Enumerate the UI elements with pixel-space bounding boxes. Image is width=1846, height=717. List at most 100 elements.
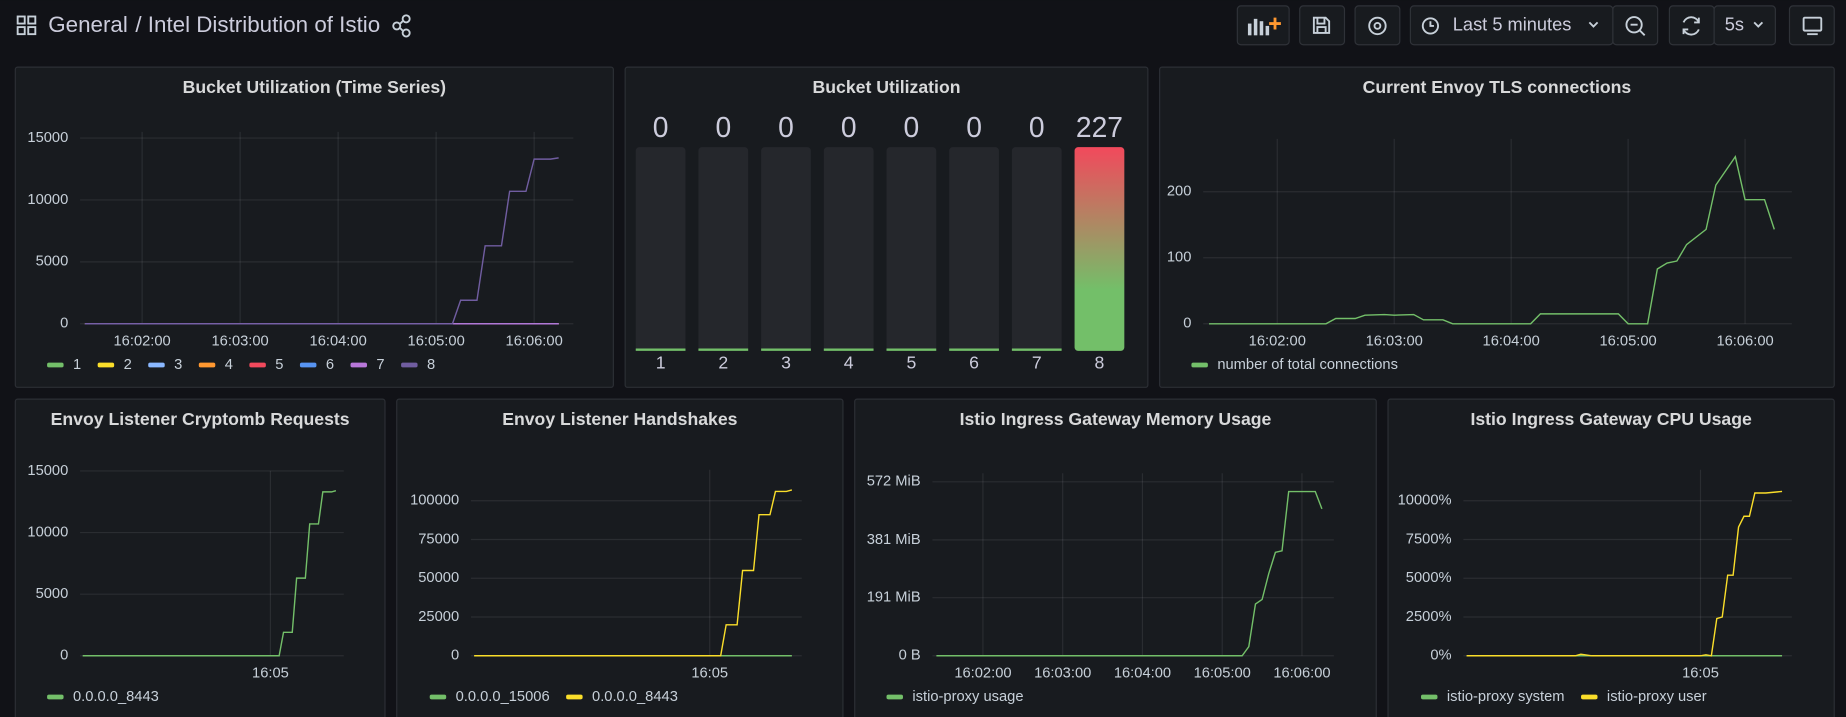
x-tick-label: 16:05 — [691, 665, 728, 681]
x-tick-label: 16:05 — [252, 665, 289, 681]
category-label: 5 — [906, 352, 916, 372]
legend-swatch — [886, 694, 903, 700]
value-label: 0 — [715, 111, 731, 143]
x-tick-label: 16:06:00 — [506, 333, 563, 349]
y-tick-label: 200 — [1167, 184, 1192, 200]
y-tick-label: 15000 — [27, 130, 68, 146]
y-tick-label: 50000 — [418, 570, 459, 586]
bar-background — [698, 147, 749, 351]
legend-label: 0.0.0.0_15006 — [456, 689, 550, 705]
legend-swatch — [47, 362, 64, 368]
value-label: 0 — [966, 111, 982, 143]
legend-swatch — [299, 362, 317, 368]
legend-label: 0.0.0.0_8443 — [73, 689, 159, 705]
legend-swatch — [198, 362, 216, 368]
series-line — [474, 489, 793, 657]
legend-label: istio-proxy user — [1607, 689, 1707, 705]
y-tick-label: 572 MiB — [867, 474, 921, 490]
legend-label: 4 — [225, 357, 233, 373]
time-picker[interactable]: Last 5 minutes — [1409, 5, 1614, 46]
y-tick-label: 0 — [1183, 316, 1191, 332]
x-tick-label: 16:05:00 — [1194, 665, 1251, 681]
settings-button[interactable] — [1354, 5, 1401, 46]
panel-title: Current Envoy TLS connections — [1363, 77, 1632, 97]
legend-swatch — [1191, 362, 1208, 368]
panel-title: Istio Ingress Gateway Memory Usage — [960, 409, 1272, 429]
refresh-interval-label[interactable]: 5s — [1725, 14, 1744, 35]
bar-background — [761, 147, 811, 351]
legend-label: 5 — [275, 357, 283, 373]
category-label: 1 — [656, 352, 666, 372]
legend-swatch — [566, 694, 583, 700]
bar — [1074, 147, 1125, 351]
dashboards-icon[interactable] — [16, 15, 37, 36]
value-label: 0 — [653, 111, 669, 143]
legend-swatch — [148, 362, 165, 368]
legend-label: 7 — [376, 357, 384, 373]
legend-label: number of total connections — [1217, 357, 1398, 373]
y-tick-label: 15000 — [27, 463, 68, 479]
panel-frame — [854, 398, 1377, 717]
panels: Bucket Utilization (Time Series)05000100… — [14, 66, 1835, 717]
value-label: 0 — [1029, 111, 1045, 143]
refresh-interval[interactable]: 5s — [1713, 5, 1776, 46]
y-tick-label: 191 MiB — [867, 590, 921, 606]
panel-frame — [396, 398, 844, 717]
panel-title: Bucket Utilization (Time Series) — [183, 77, 446, 97]
legend-swatch — [401, 362, 418, 368]
legend-label: 8 — [427, 357, 435, 373]
x-tick-label: 16:03:00 — [1366, 333, 1423, 349]
legend-label: istio-proxy system — [1447, 689, 1565, 705]
panel-title: Envoy Listener Cryptomb Requests — [51, 409, 350, 429]
time-range[interactable]: Last 5 minutes — [1453, 14, 1572, 35]
category-label: 3 — [781, 352, 791, 372]
value-label: 0 — [841, 111, 857, 143]
save-button[interactable] — [1299, 5, 1346, 46]
dashboard-title[interactable]: / Intel Distribution of Istio — [135, 12, 380, 37]
refresh-button[interactable] — [1668, 5, 1715, 46]
category-label: 7 — [1032, 352, 1042, 372]
top-bar: General / Intel Distribution of Istio La… — [16, 5, 1835, 46]
x-tick-label: 16:03:00 — [1034, 665, 1091, 681]
y-tick-label: 0 — [60, 648, 68, 664]
x-tick-label: 16:02:00 — [1249, 333, 1306, 349]
zoom-out-button[interactable] — [1612, 5, 1659, 46]
series-line — [84, 157, 559, 325]
legend-label: 6 — [326, 357, 334, 373]
bar-background — [1011, 147, 1062, 351]
bar-background — [886, 147, 937, 351]
x-tick-label: 16:04:00 — [1483, 333, 1540, 349]
y-tick-label: 381 MiB — [867, 532, 921, 548]
add-panel-button[interactable] — [1236, 5, 1290, 46]
y-tick-label: 10000% — [1398, 493, 1452, 509]
bar — [635, 348, 686, 351]
legend-label: 1 — [73, 357, 81, 373]
legend-label: 3 — [174, 357, 182, 373]
tv-mode-button[interactable] — [1788, 5, 1835, 46]
y-tick-label: 2500% — [1406, 609, 1452, 625]
series-line — [1466, 490, 1783, 657]
value-label: 227 — [1076, 111, 1123, 143]
panel-frame — [14, 398, 386, 717]
breadcrumb[interactable]: General — [48, 12, 128, 37]
share-icon[interactable] — [392, 14, 411, 38]
panel: Istio Ingress Gateway CPU Usage 0% 2500% 50… — [1387, 398, 1835, 717]
y-tick-label: 0 B — [899, 648, 921, 664]
y-tick-label: 10000 — [27, 524, 68, 540]
value-label: 0 — [904, 111, 920, 143]
panel: Bucket Utilization (Time Series) 0 5000 100… — [14, 66, 614, 388]
panel-title: Istio Ingress Gateway CPU Usage — [1470, 409, 1752, 429]
y-tick-label: 0 — [451, 648, 459, 664]
panel-frame — [1159, 66, 1835, 388]
panel-frame — [14, 66, 614, 388]
panel: Envoy Listener Cryptomb Requests 0 5000 100… — [14, 398, 386, 717]
y-tick-label: 100 — [1167, 250, 1192, 266]
panel-frame — [1387, 398, 1835, 717]
legend-label: 0.0.0.0_8443 — [592, 689, 678, 705]
x-tick-label: 16:05:00 — [1599, 333, 1656, 349]
x-tick-label: 16:04:00 — [310, 333, 367, 349]
value-label: 0 — [778, 111, 794, 143]
